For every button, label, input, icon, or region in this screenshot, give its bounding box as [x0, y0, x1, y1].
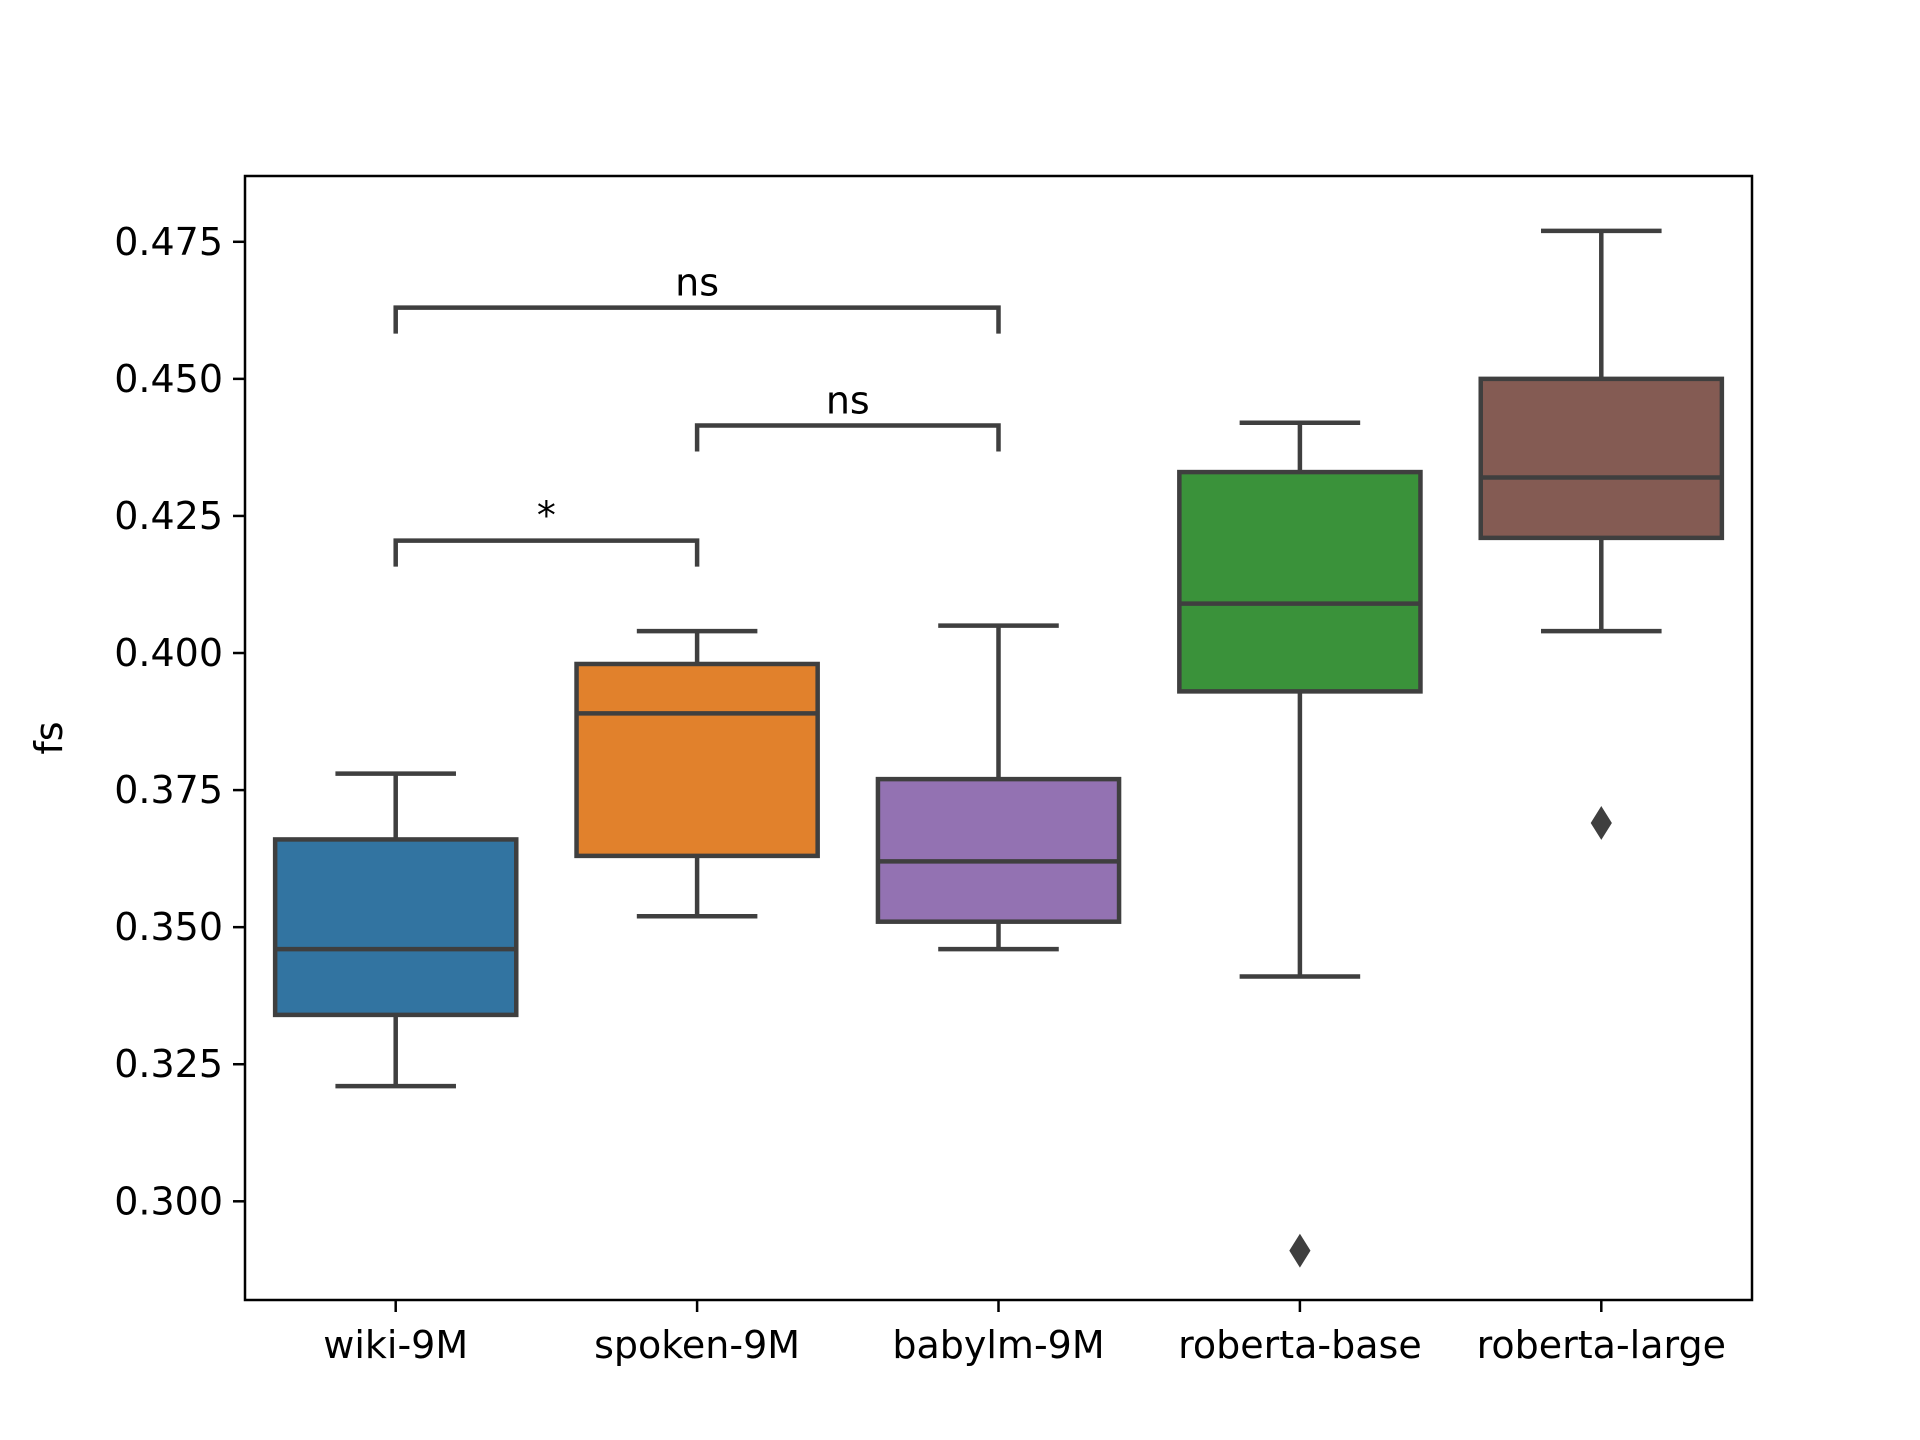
y-tick-label: 0.350 [114, 905, 223, 949]
x-axis: wiki-9M spoken-9M babylm-9M roberta-base rob… [323, 1300, 1726, 1367]
y-tick-label: 0.300 [114, 1179, 223, 1223]
outlier-point [1590, 806, 1612, 840]
box-iqr [875, 776, 1122, 924]
significance-bracket [393, 305, 1001, 334]
y-tick-label: 0.400 [114, 631, 223, 675]
y-tick-label: 0.475 [114, 220, 223, 264]
box-group [574, 628, 820, 919]
box-iqr [1177, 469, 1423, 694]
significance-annotations: * ns ns [393, 261, 1001, 567]
y-tick-label: 0.425 [114, 494, 223, 538]
x-tick-label: spoken-9M [594, 1323, 800, 1367]
box-iqr [272, 837, 519, 1018]
y-tick-label: 0.450 [114, 357, 223, 401]
box-group [272, 771, 519, 1089]
x-tick-label: babylm-9M [892, 1323, 1104, 1367]
significance-label: * [537, 494, 556, 538]
box-iqr [1478, 376, 1725, 541]
x-tick-label: roberta-large [1477, 1323, 1726, 1367]
y-tick-label: 0.375 [114, 768, 223, 812]
box-group [875, 623, 1122, 952]
outlier-point [1289, 1233, 1311, 1268]
x-tick-label: roberta-base [1178, 1323, 1422, 1367]
y-tick-label: 0.325 [114, 1042, 223, 1086]
significance-label: ns [675, 261, 719, 305]
significance-bracket [694, 423, 1001, 452]
x-tick-label: wiki-9M [323, 1323, 468, 1367]
box-iqr [574, 661, 820, 859]
boxes-layer [272, 228, 1725, 1268]
significance-bracket [393, 538, 700, 567]
y-axis: 0.300 0.325 0.350 0.375 0.400 0.425 0.450 0.475 [114, 220, 245, 1223]
box-group [1478, 228, 1725, 840]
box-group [1177, 420, 1423, 1268]
y-axis-label: fs [27, 721, 71, 754]
significance-label: ns [826, 378, 870, 422]
